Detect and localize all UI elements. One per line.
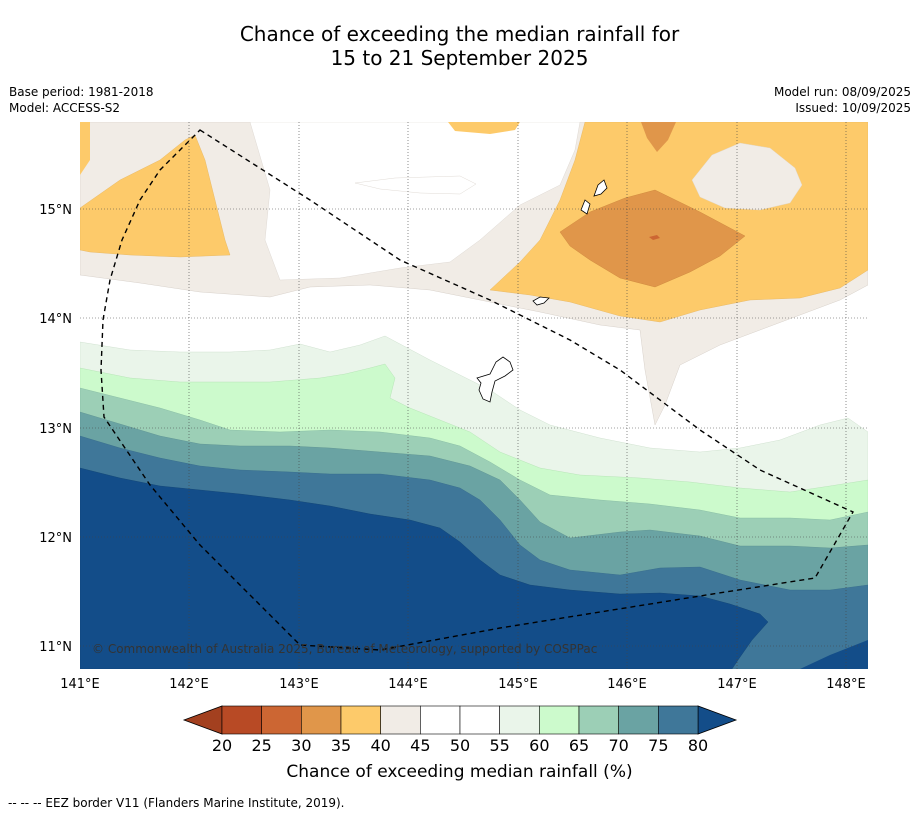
region-25-30-spot [649, 235, 660, 240]
map-title: Chance of exceeding the median rainfall … [0, 22, 919, 70]
colorbar-tick-label: 20 [212, 736, 232, 755]
rota-island [532, 296, 550, 306]
colorbar-tick-label: 50 [450, 736, 470, 755]
region-30-35-top [641, 122, 676, 152]
lat-axis-labels: 15°N 14°N 13°N 12°N 11°N [39, 203, 72, 655]
tinian-island [580, 199, 591, 215]
colorbar-cell [380, 705, 421, 735]
colorbar-tick-label: 40 [370, 736, 390, 755]
region-35-40-top [448, 122, 520, 134]
copyright-text: © Commonwealth of Australia 2025, Bureau… [92, 642, 597, 656]
lon-label: 146°E [607, 677, 647, 692]
lon-label: 145°E [498, 677, 538, 692]
colorbar-tick-label: 60 [529, 736, 549, 755]
lon-label: 142°E [169, 677, 209, 692]
colorbar-cell [499, 705, 540, 735]
eez-border [100, 129, 854, 651]
colorbar: 20 25 30 35 40 45 50 55 60 65 70 75 80 [182, 705, 738, 755]
lat-label: 11°N [39, 640, 72, 655]
colorbar-tick-label: 25 [251, 736, 271, 755]
colorbar-over-arrow [697, 705, 738, 735]
lon-label: 144°E [388, 677, 428, 692]
lat-label: 15°N [39, 203, 72, 218]
colorbar-cell [459, 705, 500, 735]
colorbar-tick-label: 45 [410, 736, 430, 755]
title-line-2: 15 to 21 September 2025 [330, 46, 589, 70]
base-period: Base period: 1981-2018 [9, 85, 154, 99]
model-run: Model run: 08/09/2025 [773, 85, 911, 99]
colorbar-cell [420, 705, 461, 735]
region-45-50-ne-hole [691, 142, 803, 211]
colorbar-cell [539, 705, 580, 735]
lon-label: 143°E [279, 677, 319, 692]
colorbar-tick-label: 35 [331, 736, 351, 755]
meta-left: Base period: 1981-2018 Model: ACCESS-S2 [9, 84, 154, 116]
colorbar-cell [261, 705, 302, 735]
issued-date: Issued: 10/09/2025 [795, 101, 911, 115]
title-line-1: Chance of exceeding the median rainfall … [239, 22, 680, 46]
colorbar-tick-label: 55 [489, 736, 509, 755]
colorbar-cell [658, 705, 699, 735]
gridlines [80, 122, 868, 669]
colorbar-tick-label: 30 [291, 736, 311, 755]
region-35-40-nw-edge [80, 122, 90, 175]
lon-label: 148°E [826, 677, 866, 692]
region-50-55-small [354, 175, 477, 195]
colorbar-title: Chance of exceeding median rainfall (%) [286, 762, 633, 782]
colorbar-cell [618, 705, 659, 735]
colorbar-tick-label: 65 [569, 736, 589, 755]
region-80-plus [80, 467, 769, 669]
meta-right: Model run: 08/09/2025 Issued: 10/09/2025 [774, 84, 911, 116]
saipan-island [593, 179, 608, 197]
lat-label: 13°N [39, 422, 72, 437]
region-50-55-north [249, 122, 581, 281]
model-name: Model: ACCESS-S2 [9, 101, 121, 115]
colorbar-cell [578, 705, 619, 735]
colorbar-tick-label: 80 [688, 736, 708, 755]
lat-label: 12°N [39, 531, 72, 546]
colorbar-cell [340, 705, 381, 735]
guam-island [476, 356, 514, 403]
colorbar-tick-label: 70 [608, 736, 628, 755]
colorbar-under-arrow [182, 705, 223, 735]
islands [476, 179, 608, 403]
colorbar-cell [301, 705, 342, 735]
region-35-40-nw [80, 134, 231, 258]
lon-axis-labels: 141°E 142°E 143°E 144°E 145°E 146°E 147°… [60, 677, 866, 692]
eez-footnote: -- -- -- EEZ border V11 (Flanders Marine… [8, 796, 345, 810]
map-panel: © Commonwealth of Australia 2025, Bureau… [80, 122, 868, 669]
region-80-plus-se [800, 640, 868, 669]
lon-label: 147°E [717, 677, 757, 692]
lon-label: 141°E [60, 677, 100, 692]
colorbar-tick-label: 75 [648, 736, 668, 755]
colorbar-cell [221, 705, 262, 735]
lat-label: 14°N [39, 312, 72, 327]
